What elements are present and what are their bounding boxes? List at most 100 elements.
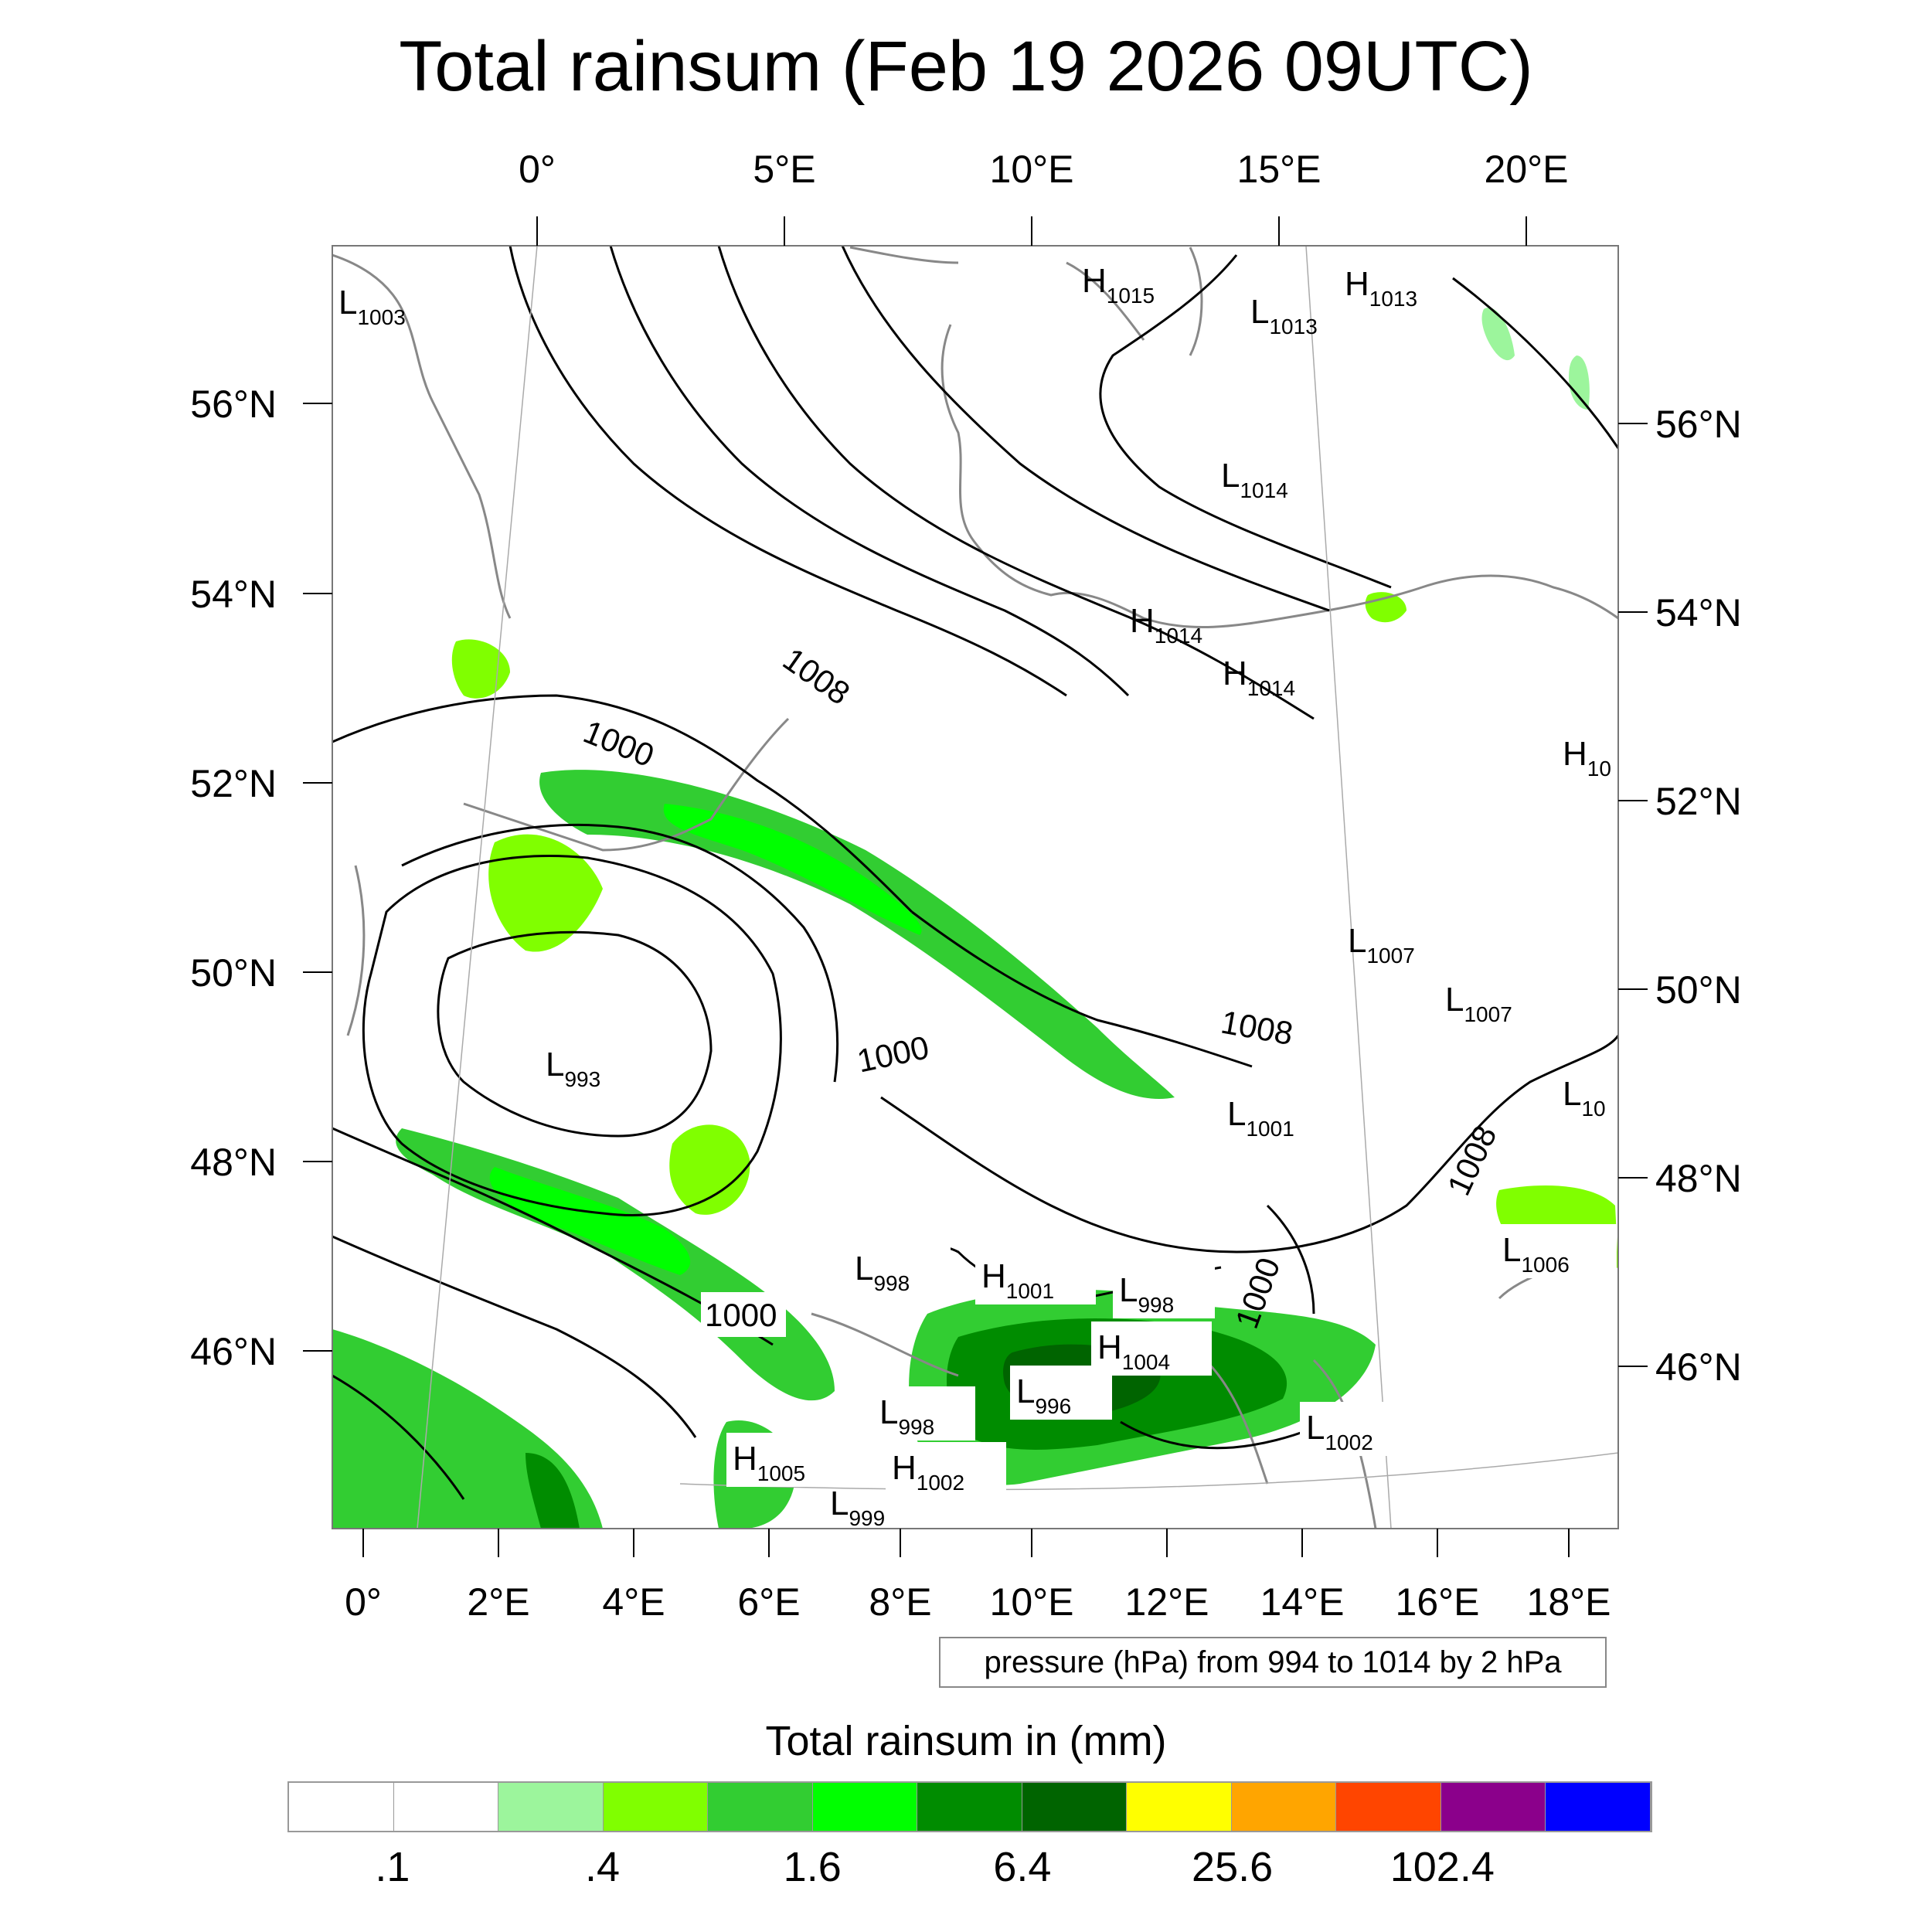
axis-ticks [303,216,1648,1557]
colorbar-swatch [1231,1783,1337,1831]
top-lon-label: 20°E [1485,148,1569,191]
rain-cell-baltic [1365,592,1406,623]
low-pressure-center: L1007 [1445,981,1512,1026]
bottom-lon-label: 6°E [737,1580,800,1624]
low-pressure-center: L1014 [1221,457,1288,502]
coastlines [332,246,1618,1529]
low-pressure-center: L1001 [1227,1095,1294,1141]
rain-cell-northwest [451,639,510,699]
top-lon-label: 0° [519,148,556,191]
right-lat-label: 56°N [1655,403,1742,446]
isobars [332,246,1618,1500]
rain-cell-northeast [1481,308,1515,361]
colorbar-tick-label: 1.6 [783,1844,842,1890]
low-pressure-center: L998 [849,1243,951,1297]
svg-text:L1001: L1001 [1227,1095,1294,1141]
high-pressure-center: H1013 [1345,265,1417,311]
isobar-label: 1008 [1218,1004,1295,1053]
colorbar-tick-label: .4 [585,1844,621,1890]
left-lat-label: 50°N [190,951,277,995]
low-pressure-center: L1006 [1496,1224,1617,1278]
svg-text:L1013: L1013 [1250,293,1318,338]
bottom-lon-label: 18°E [1527,1580,1611,1624]
colorbar-swatch [917,1783,1022,1831]
map-frame [332,245,1619,1529]
high-pressure-center: H1002 [886,1442,1006,1496]
low-pressure-center: L996 [1010,1366,1112,1420]
svg-text:L1007: L1007 [1445,981,1512,1026]
rain-cell-central [669,1124,750,1215]
bottom-lon-label: 2°E [467,1580,529,1624]
contour-note: pressure (hPa) from 994 to 1014 by 2 hPa [939,1637,1607,1688]
rain-band-north-core [663,804,922,935]
right-lat-label: 54°N [1655,591,1742,634]
high-pressure-center: H1015 [1082,262,1155,308]
colorbar-swatch [1546,1783,1651,1831]
low-pressure-center: L1003 [338,284,406,329]
colorbar-swatch [603,1783,709,1831]
left-lat-label: 56°N [190,383,277,426]
svg-text:H1014: H1014 [1223,655,1295,700]
svg-text:H1013: H1013 [1345,265,1417,311]
left-lat-label: 52°N [190,762,277,805]
rain-band-north [539,770,1175,1099]
colorbar-swatch [1440,1783,1546,1831]
bottom-lon-label: 0° [345,1580,382,1624]
high-pressure-center: H1005 [726,1433,847,1487]
colorbar-swatch [393,1783,499,1831]
bottom-lon-label: 12°E [1125,1580,1209,1624]
rain-band-southwest [396,1128,835,1401]
right-lat-label: 52°N [1655,780,1742,823]
top-lon-label: 15°E [1237,148,1321,191]
graticule [417,246,1618,1529]
rain-band-west [488,834,603,952]
colorbar-swatch [498,1783,604,1831]
left-lat-label: 48°N [190,1141,277,1184]
map-content [332,246,1618,1529]
colorbar-swatch [708,1783,813,1831]
colorbar-tick-label: 25.6 [1192,1844,1274,1890]
svg-text:L1007: L1007 [1348,922,1415,968]
right-lat-label: 48°N [1655,1157,1742,1200]
right-lat-label: 46°N [1655,1345,1742,1389]
right-latitude-labels: 56°N 54°N 52°N 50°N 48°N 46°N [1655,403,1742,1389]
high-pressure-center: H10 [1563,735,1611,781]
low-pressure-center: L1007 [1348,922,1415,968]
right-lat-label: 50°N [1655,968,1742,1012]
low-pressure-center: L1002 [1300,1402,1420,1456]
bottom-lon-label: 4°E [602,1580,665,1624]
colorbar-swatch [812,1783,918,1831]
svg-text:L993: L993 [546,1046,600,1091]
rain-field-southwest-max [526,1453,580,1529]
left-lat-label: 54°N [190,573,277,616]
colorbar-swatch [1022,1783,1128,1831]
colorbar-tick-label: 102.4 [1389,1844,1495,1890]
map-title: Total rainsum (Feb 19 2026 09UTC) [399,27,1533,106]
low-pressure-center: L1013 [1250,293,1318,338]
high-pressure-center: H1001 [975,1250,1096,1304]
top-longitude-labels: 0° 5°E 10°E 15°E 20°E [519,148,1568,191]
bottom-lon-label: 16°E [1396,1580,1480,1624]
svg-text:H10: H10 [1563,735,1611,781]
colorbar-swatch [1127,1783,1232,1831]
low-pressure-center: L998 [1113,1264,1215,1318]
svg-text:H1015: H1015 [1082,262,1155,308]
top-lon-label: 10°E [990,148,1074,191]
high-pressure-center: H1014 [1130,602,1202,648]
svg-text:L999: L999 [830,1485,885,1530]
rain-cell-northeast-2 [1569,355,1590,410]
bottom-longitude-labels: 0° 2°E 4°E 6°E 8°E 10°E 12°E 14°E 16°E 1… [345,1580,1611,1624]
colorbar-tick-label: .1 [375,1844,410,1890]
svg-text:L10: L10 [1563,1075,1606,1121]
low-pressure-center: L999 [830,1485,885,1530]
svg-text:L1014: L1014 [1221,457,1288,502]
low-pressure-center: L998 [873,1386,975,1440]
top-lon-label: 5°E [753,148,815,191]
bottom-lon-label: 10°E [990,1580,1074,1624]
colorbar-swatch [289,1783,394,1831]
low-pressure-center: L993 [546,1046,600,1091]
left-latitude-labels: 56°N 54°N 52°N 50°N 48°N 46°N [190,383,277,1373]
svg-text:L1003: L1003 [338,284,406,329]
